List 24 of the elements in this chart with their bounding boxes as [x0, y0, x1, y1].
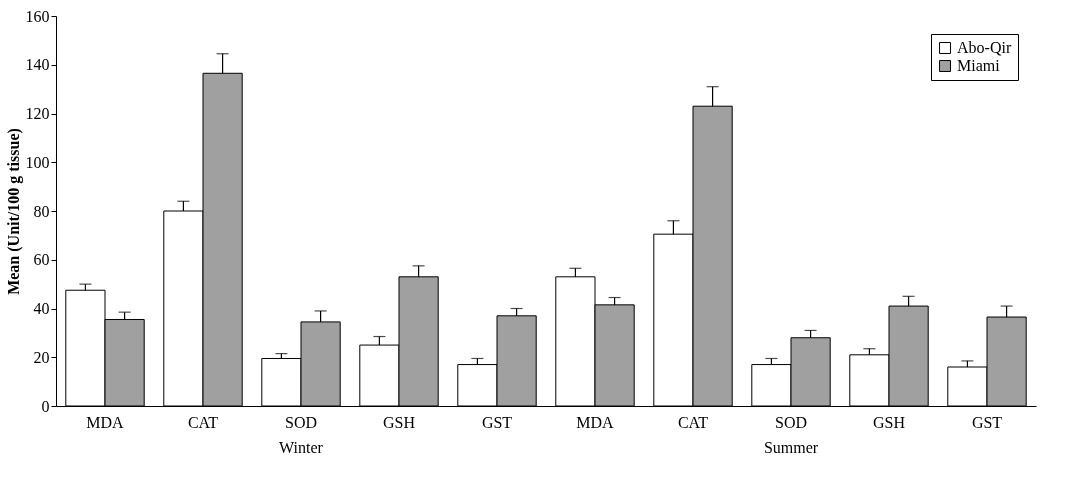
x-tick-label: SOD: [774, 413, 808, 431]
y-tick-label: 60: [33, 251, 50, 269]
y-tick-label: 80: [33, 202, 50, 220]
text: Summer: [763, 439, 819, 456]
y-tick-label: 40: [33, 300, 50, 317]
x-tick-label: CAT: [187, 413, 219, 431]
y-tick-label: 140: [25, 56, 50, 74]
x-tick-label: CAT: [677, 413, 709, 431]
y-tick-label: 20: [33, 348, 50, 366]
x-tick-label: GSH: [382, 413, 416, 431]
text: Winter: [279, 439, 324, 456]
y-tick-label: 160: [25, 7, 50, 25]
x-tick-label: GST: [971, 413, 1003, 431]
y-tick-label: 100: [25, 153, 50, 171]
x-tick-label: MDA: [576, 413, 615, 431]
legend-label: Miami: [957, 57, 1001, 74]
y-axis-title: Mean (Unit/100 g tissue): [4, 128, 23, 295]
y-tick-label: 0: [41, 397, 50, 415]
x-tick-label: MDA: [86, 413, 125, 431]
x-tick-label: GSH: [872, 413, 906, 431]
legend-label: Abo-Qir: [957, 39, 1012, 56]
y-tick-label: 120: [25, 105, 50, 122]
x-tick-label: GST: [481, 413, 513, 431]
x-tick-label: SOD: [284, 413, 318, 431]
